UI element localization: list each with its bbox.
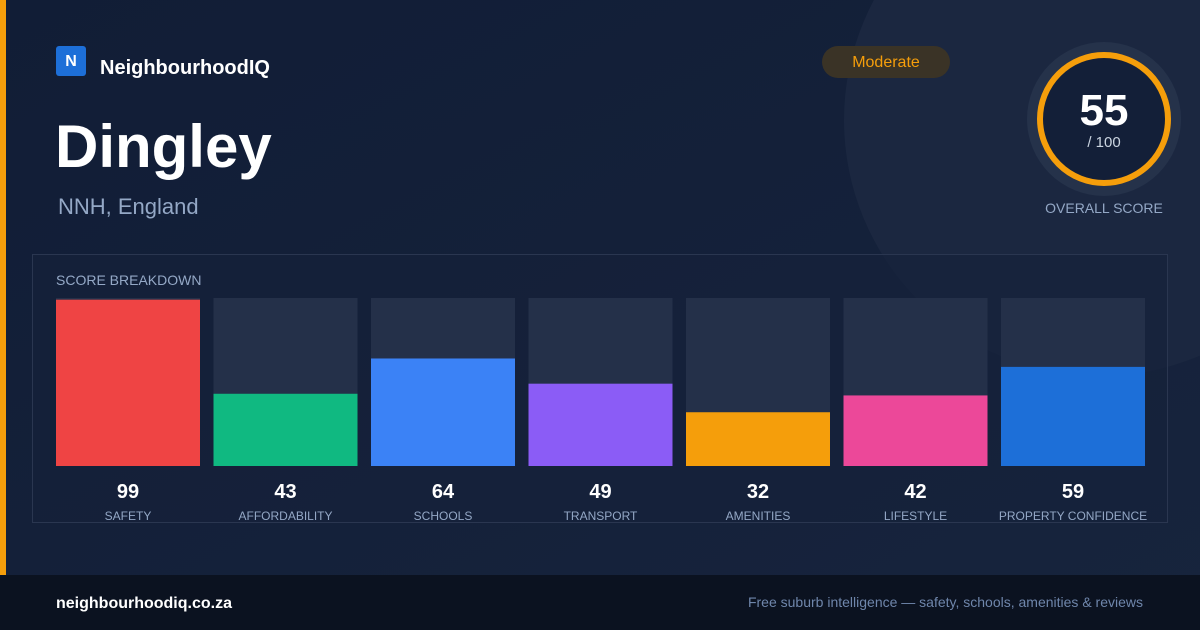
value-label: 42 <box>904 481 926 503</box>
overall-label: OVERALL SCORE <box>1045 200 1163 216</box>
chart-title: SCORE BREAKDOWN <box>56 272 201 288</box>
category-label: AMENITIES <box>726 509 791 523</box>
badge-text: Moderate <box>852 54 920 71</box>
bar <box>371 358 515 466</box>
value-label: 59 <box>1062 481 1084 503</box>
bar <box>1001 366 1145 466</box>
category-label: SAFETY <box>105 509 152 523</box>
overall-score: 55 <box>1080 86 1129 135</box>
logo-letter: N <box>65 53 77 70</box>
value-label: 64 <box>432 481 455 503</box>
bar <box>56 299 200 466</box>
value-label: 32 <box>747 481 769 503</box>
badge <box>822 46 950 78</box>
logo <box>56 46 86 76</box>
footer-url: neighbourhoodiq.co.za <box>56 595 232 612</box>
place-name: Dingley <box>55 113 272 180</box>
brand-name: NeighbourhoodIQ <box>100 57 270 79</box>
bar <box>213 393 358 466</box>
footer-tagline: Free suburb intelligence — safety, schoo… <box>748 594 1143 610</box>
category-label: PROPERTY CONFIDENCE <box>999 509 1147 523</box>
score-ring <box>1037 52 1171 186</box>
value-label: 99 <box>117 481 139 503</box>
bar <box>843 395 988 466</box>
category-label: TRANSPORT <box>564 509 638 523</box>
footer <box>0 575 1200 630</box>
value-label: 49 <box>589 481 611 503</box>
category-label: SCHOOLS <box>414 509 473 523</box>
value-label: 43 <box>274 481 296 503</box>
overall-out-of: / 100 <box>1087 134 1120 151</box>
bar <box>686 412 830 466</box>
category-label: LIFESTYLE <box>884 509 947 523</box>
bar <box>528 383 673 466</box>
place-region: NNH, England <box>58 194 199 219</box>
category-label: AFFORDABILITY <box>238 509 332 523</box>
accent-stripe <box>0 0 6 575</box>
